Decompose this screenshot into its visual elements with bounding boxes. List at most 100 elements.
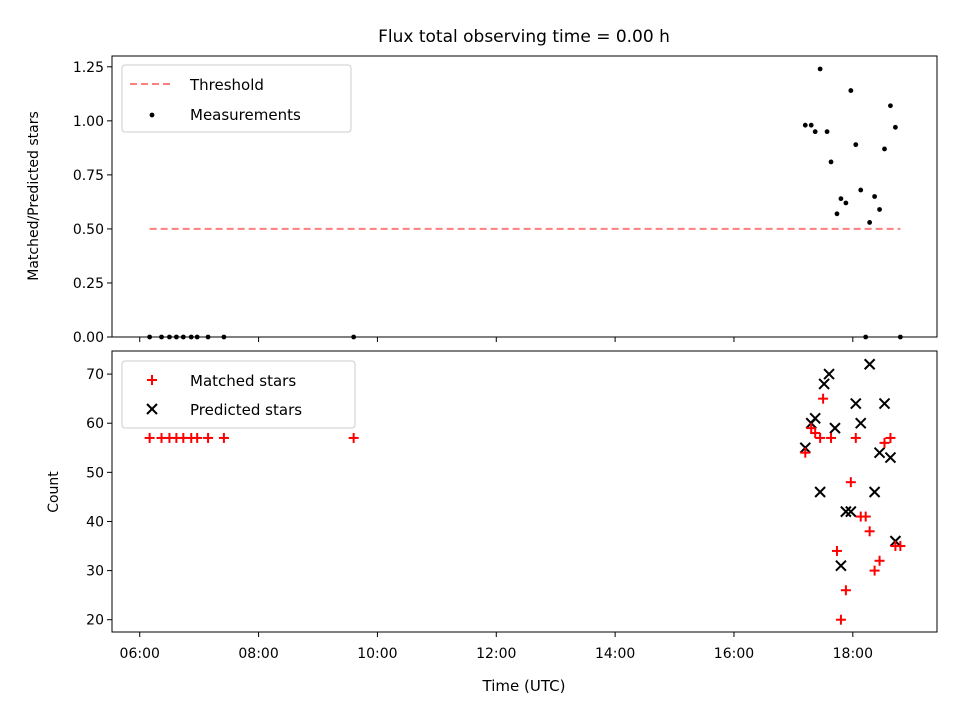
measurement-point bbox=[828, 159, 834, 165]
legend-predicted-label: Predicted stars bbox=[190, 401, 302, 419]
matched-point bbox=[845, 477, 856, 488]
predicted-point bbox=[823, 368, 835, 380]
predicted-point bbox=[845, 505, 857, 518]
top-y-tick-label: 1.00 bbox=[73, 114, 104, 130]
measurement-point bbox=[824, 129, 830, 135]
top-axes-frame bbox=[111, 55, 938, 338]
top-y-tick-label: 0.00 bbox=[73, 330, 104, 346]
legend-matched-label: Matched stars bbox=[190, 372, 296, 390]
top-y-tick-label: 0.75 bbox=[73, 168, 104, 184]
matched-point bbox=[348, 432, 359, 443]
bottom-axes-frame bbox=[111, 350, 938, 633]
matched-point bbox=[850, 432, 861, 443]
matched-point bbox=[810, 428, 821, 439]
bottom-legend-box bbox=[121, 360, 356, 429]
bottom-axes: Count Time (UTC) 20 30 40 50 60 70 06:00 08:00… bbox=[46, 350, 938, 695]
predicted-point bbox=[818, 378, 830, 390]
legend-matched-marker bbox=[147, 375, 157, 385]
bottom-y-tick-label: 70 bbox=[86, 367, 104, 383]
measurement-point bbox=[812, 129, 818, 135]
bottom-x-tick-label: 14:00 bbox=[595, 646, 635, 662]
top-y-tick-label: 0.50 bbox=[73, 222, 104, 238]
predicted-point bbox=[884, 451, 897, 464]
measurement-point bbox=[893, 124, 898, 130]
bottom-x-tick-label: 08:00 bbox=[238, 646, 278, 662]
matched-point bbox=[860, 511, 871, 522]
legend-predicted-glyph bbox=[146, 403, 158, 415]
measurement-point bbox=[843, 200, 849, 206]
top-x-ticks bbox=[139, 337, 854, 342]
predicted-point bbox=[809, 412, 821, 425]
matched-point bbox=[874, 555, 885, 566]
measurement-point bbox=[888, 103, 893, 109]
matched-point bbox=[835, 614, 846, 625]
matched-point bbox=[831, 545, 842, 556]
legend-predicted-marker bbox=[146, 403, 158, 415]
bottom-x-tick-label: 12:00 bbox=[476, 646, 516, 662]
matched-point bbox=[800, 447, 811, 458]
matched-point bbox=[879, 437, 890, 448]
measurement-point bbox=[877, 207, 882, 212]
predicted-point bbox=[873, 446, 886, 459]
measurement-point bbox=[838, 196, 844, 202]
predicted-point bbox=[835, 559, 847, 572]
matched-point bbox=[144, 432, 155, 443]
predicted-point bbox=[829, 422, 841, 434]
predicted-point bbox=[878, 397, 891, 410]
bottom-y-tick-label: 20 bbox=[86, 613, 104, 629]
top-y-ticks: 0.00 0.25 0.50 0.75 1.00 1.25 bbox=[73, 60, 112, 346]
matched-point bbox=[869, 565, 880, 576]
bottom-y-tick-label: 50 bbox=[86, 465, 104, 481]
bottom-x-axis-label: Time (UTC) bbox=[482, 677, 566, 695]
predicted-point bbox=[855, 417, 867, 429]
top-y-tick-label: 1.25 bbox=[73, 60, 104, 76]
measurement-point bbox=[802, 122, 808, 128]
predicted-point bbox=[868, 486, 881, 498]
matched-point bbox=[826, 432, 837, 443]
measurement-point bbox=[867, 220, 873, 225]
matched-point bbox=[192, 432, 203, 443]
matched-point bbox=[840, 585, 851, 596]
bottom-y-ticks: 20 30 40 50 60 70 bbox=[86, 367, 112, 629]
predicted-point bbox=[840, 505, 852, 518]
matched-point bbox=[864, 526, 875, 537]
matched-point bbox=[885, 432, 896, 443]
measurement-point bbox=[817, 66, 823, 72]
measurement-point bbox=[858, 187, 864, 193]
matched-point bbox=[218, 432, 229, 443]
measurement-point bbox=[872, 194, 878, 199]
bottom-y-axis-label: Count bbox=[46, 471, 62, 513]
predicted-point bbox=[814, 486, 826, 498]
legend-matched-glyph bbox=[147, 375, 157, 385]
bottom-x-tick-label: 06:00 bbox=[120, 646, 160, 662]
top-legend: Threshold Measurements bbox=[121, 64, 352, 133]
matched-point bbox=[818, 393, 829, 404]
top-chart-title: Flux total observing time = 0.00 h bbox=[378, 27, 670, 47]
matched-point bbox=[203, 432, 214, 443]
measurement-point bbox=[848, 88, 854, 93]
measurement-point bbox=[882, 146, 887, 152]
measurement-point bbox=[853, 142, 859, 148]
measurement-point bbox=[808, 122, 814, 128]
top-y-tick-label: 0.25 bbox=[73, 276, 104, 292]
top-legend-box bbox=[121, 64, 352, 133]
predicted-point bbox=[850, 397, 862, 410]
measurement-point bbox=[834, 211, 840, 217]
matched-point bbox=[895, 541, 906, 552]
legend-threshold-label: Threshold bbox=[189, 76, 264, 94]
legend-measurements-marker bbox=[149, 112, 155, 118]
bottom-legend: Matched stars Predicted stars bbox=[121, 360, 356, 429]
bottom-y-tick-label: 30 bbox=[86, 564, 104, 580]
legend-measurements-label: Measurements bbox=[190, 106, 301, 124]
bottom-y-tick-label: 40 bbox=[86, 514, 104, 530]
bottom-y-tick-label: 60 bbox=[86, 416, 104, 432]
bottom-x-tick-label: 16:00 bbox=[714, 646, 754, 662]
bottom-x-ticks: 06:00 08:00 10:00 12:00 14:00 16:00 18:00 bbox=[120, 632, 873, 662]
top-axes: Flux total observing time = 0.00 h Match… bbox=[26, 27, 938, 346]
bottom-x-tick-label: 10:00 bbox=[357, 646, 397, 662]
matched-point bbox=[815, 432, 826, 443]
bottom-plot-area bbox=[144, 358, 906, 625]
bottom-x-tick-label: 18:00 bbox=[833, 646, 873, 662]
top-y-axis-label: Matched/Predicted stars bbox=[26, 111, 42, 281]
